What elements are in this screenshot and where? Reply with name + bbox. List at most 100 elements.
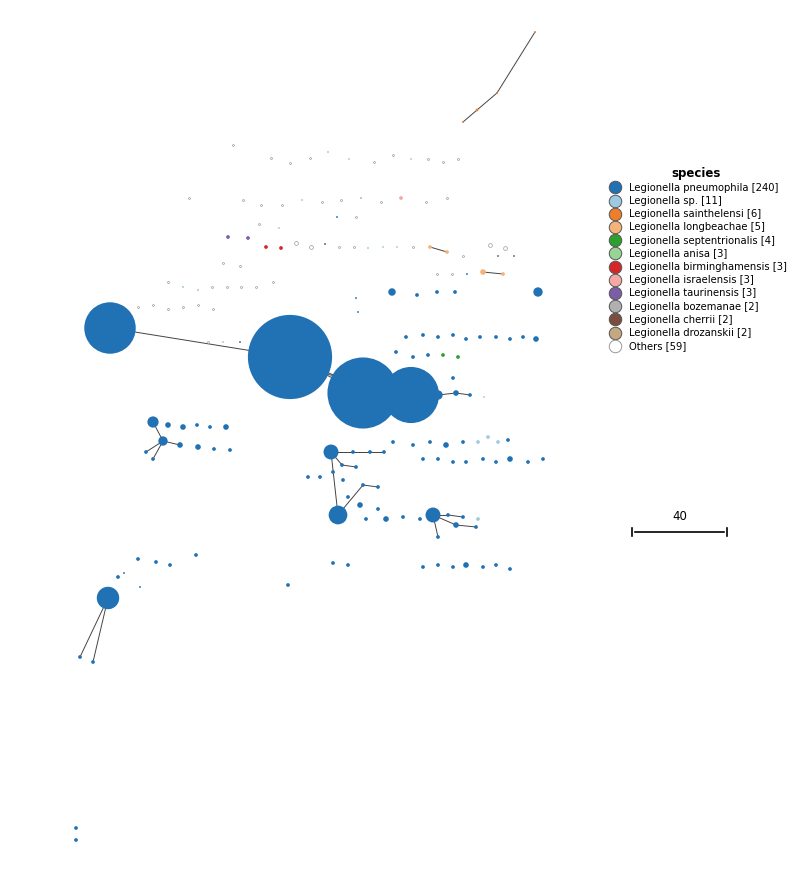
Point (504, 562, 517, 576)
Point (409, 388, 422, 402)
Point (424, 435, 437, 449)
Point (426, 508, 439, 522)
Point (336, 458, 349, 472)
Point (177, 280, 190, 294)
Point (334, 193, 347, 207)
Point (363, 445, 377, 459)
Point (237, 193, 250, 207)
Point (491, 435, 505, 449)
Point (305, 240, 318, 254)
Point (457, 249, 470, 263)
Point (437, 348, 450, 362)
Point (357, 386, 370, 400)
Point (333, 240, 346, 254)
Point (192, 298, 205, 312)
Point (504, 332, 517, 346)
Point (451, 350, 464, 364)
Point (379, 512, 392, 526)
Point (234, 335, 246, 349)
Point (386, 285, 398, 299)
Point (410, 288, 423, 302)
Point (302, 470, 314, 484)
Point (118, 566, 130, 580)
Point (250, 337, 262, 351)
Point (446, 455, 459, 469)
Point (139, 445, 152, 459)
Point (304, 151, 317, 165)
Point (432, 452, 445, 466)
Point (457, 115, 470, 129)
Point (531, 285, 544, 299)
Point (378, 445, 390, 459)
Point (357, 478, 370, 492)
Point (163, 558, 176, 572)
Point (346, 445, 359, 459)
Text: 40: 40 (672, 510, 687, 523)
Point (70, 833, 82, 847)
Point (437, 155, 450, 169)
Point (446, 371, 459, 385)
Point (342, 152, 355, 166)
Point (442, 508, 454, 522)
Point (283, 156, 296, 170)
Point (266, 275, 279, 289)
Point (206, 302, 219, 316)
Point (314, 470, 326, 484)
Point (450, 386, 462, 400)
Point (405, 388, 418, 402)
Point (504, 452, 517, 466)
Point (406, 350, 419, 364)
Point (400, 330, 413, 344)
Point (477, 265, 490, 279)
Point (259, 240, 272, 254)
Point (330, 369, 342, 383)
Point (461, 267, 474, 281)
Point (254, 198, 267, 212)
Point (446, 560, 459, 574)
Point (330, 210, 343, 224)
Point (174, 438, 186, 452)
Point (390, 240, 403, 254)
Point (318, 237, 331, 251)
Point (162, 275, 174, 289)
Point (131, 300, 145, 314)
Point (422, 348, 434, 362)
Point (117, 300, 130, 314)
Point (432, 330, 445, 344)
Point (517, 330, 530, 344)
Point (441, 191, 454, 205)
Legend: Legionella pneumophila [240], Legionella sp. [11], Legionella sainthelensi [6], : Legionella pneumophila [240], Legionella… (601, 163, 791, 356)
Point (182, 191, 195, 205)
Point (482, 430, 494, 444)
Point (347, 240, 360, 254)
Point (326, 465, 339, 479)
Point (477, 560, 490, 574)
Point (417, 560, 430, 574)
Point (352, 305, 365, 319)
Point (219, 420, 233, 434)
Point (86, 655, 99, 669)
Point (190, 548, 202, 562)
Point (507, 249, 520, 263)
Point (208, 442, 221, 456)
Point (354, 498, 366, 512)
Point (371, 502, 385, 516)
Point (157, 434, 170, 448)
Point (331, 508, 344, 522)
Point (417, 452, 430, 466)
Point (457, 510, 470, 524)
Point (459, 455, 472, 469)
Point (472, 512, 485, 526)
Point (222, 230, 234, 244)
Point (502, 433, 514, 447)
Point (203, 420, 216, 434)
Point (273, 221, 286, 235)
Point (177, 420, 190, 434)
Point (490, 558, 502, 572)
Point (315, 195, 329, 209)
Point (102, 591, 114, 605)
Point (459, 558, 472, 572)
Point (522, 455, 534, 469)
Point (326, 556, 339, 570)
Point (177, 300, 190, 314)
